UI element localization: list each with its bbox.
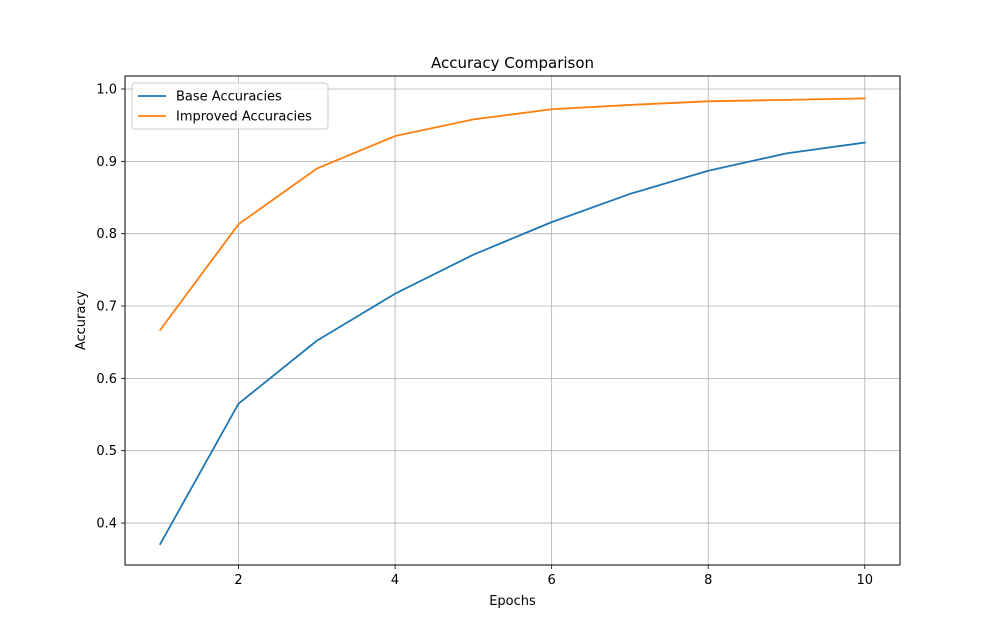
legend-label-base: Base Accuracies xyxy=(176,90,282,105)
y-tick-label: 0.5 xyxy=(96,444,117,459)
x-tick-label: 6 xyxy=(548,573,556,588)
y-tick-label: 1.0 xyxy=(96,83,117,98)
x-tick-label: 8 xyxy=(704,573,712,588)
x-tick-label: 2 xyxy=(234,573,242,588)
y-axis-label: Accuracy xyxy=(74,291,89,351)
grid-lines xyxy=(125,76,900,565)
y-tick-label: 0.8 xyxy=(96,227,117,242)
y-axis-ticks: 0.4 0.5 0.6 0.7 0.8 0.9 1.0 xyxy=(96,83,125,532)
plot-frame xyxy=(124,75,901,566)
y-tick-label: 0.6 xyxy=(96,372,117,387)
series-lines xyxy=(158,97,866,546)
y-tick-label: 0.4 xyxy=(96,517,117,532)
legend: Base Accuracies Improved Accuracies xyxy=(131,82,329,130)
plot-background xyxy=(125,76,900,565)
x-tick-label: 10 xyxy=(856,573,873,588)
x-axis-label: Epochs xyxy=(489,594,536,609)
x-axis-ticks: 2 4 6 8 10 xyxy=(234,565,873,588)
y-tick-label: 0.9 xyxy=(96,155,117,170)
chart-title: Accuracy Comparison xyxy=(431,54,594,72)
base-accuracies-line xyxy=(159,141,866,546)
legend-frame xyxy=(131,82,329,130)
improved-accuracies-line xyxy=(158,97,866,332)
x-tick-label: 4 xyxy=(391,573,399,588)
plot-area xyxy=(124,75,901,566)
legend-label-improved: Improved Accuracies xyxy=(176,110,312,125)
y-tick-label: 0.7 xyxy=(96,300,117,315)
